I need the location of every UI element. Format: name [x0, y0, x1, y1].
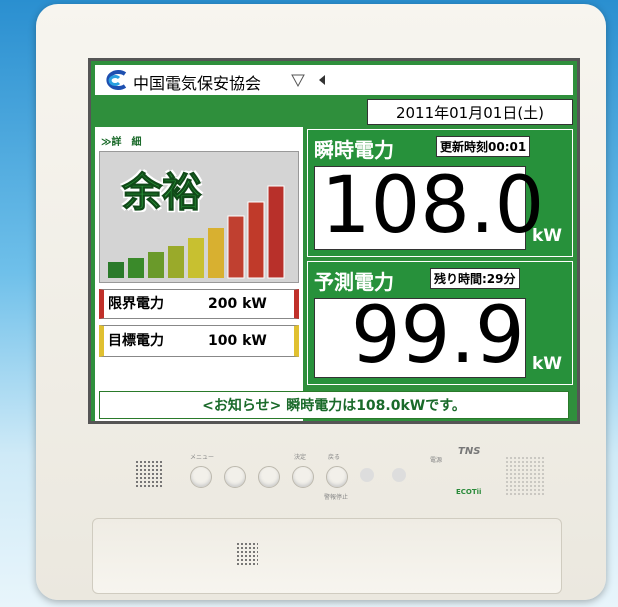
- signal-bars: [108, 185, 285, 279]
- button-label: メニュー: [190, 454, 215, 461]
- forecast-label: 予測電力: [314, 270, 394, 294]
- limit-value: 200 kW: [208, 296, 267, 312]
- forecast-value: 99.9: [351, 291, 525, 381]
- button[interactable]: [292, 466, 314, 488]
- button[interactable]: [224, 466, 246, 488]
- brand: TNS: [458, 446, 481, 457]
- notice: <お知らせ> 瞬時電力は108.0kWです。: [99, 391, 569, 419]
- instant-label: 瞬時電力: [314, 138, 394, 162]
- button[interactable]: [326, 466, 348, 488]
- instant-unit: kW: [532, 226, 563, 246]
- target-label: 目標電力: [108, 333, 164, 349]
- forecast-info: 残り時間:29分: [430, 268, 520, 289]
- button-label: 戻る: [328, 454, 341, 461]
- speaker: [135, 460, 163, 488]
- button-label: 決定: [294, 454, 307, 461]
- alarm-label: 警報停止: [324, 494, 349, 501]
- forecast-panel: 予測電力 残り時間:29分 99.9 kW: [307, 261, 573, 385]
- button[interactable]: [258, 466, 280, 488]
- target-value: 100 kW: [208, 333, 267, 349]
- button[interactable]: [190, 466, 212, 488]
- status-level: 余裕: [122, 170, 203, 217]
- header-bar: 中国電気保安協会: [95, 65, 573, 95]
- instant-value: 108.0: [321, 161, 545, 251]
- instant-box: 108.0: [314, 161, 544, 251]
- speaker: [505, 456, 545, 496]
- button-row: メニュー 決定 戻る 警報停止: [188, 452, 388, 502]
- limit-row: 限界電力 200 kW: [99, 289, 299, 319]
- led: [392, 468, 406, 482]
- status-box: 余裕: [99, 151, 299, 283]
- logo: [106, 70, 127, 90]
- target-row: 目標電力 100 kW: [99, 325, 299, 357]
- instant-info: 更新時刻00:01: [436, 136, 531, 157]
- detail-link[interactable]: ≫詳 細: [101, 137, 142, 148]
- speaker: [236, 542, 258, 566]
- forecast-box: 99.9: [314, 291, 526, 381]
- icons: [291, 74, 325, 88]
- organization: 中国電気保安協会: [133, 74, 262, 93]
- date: 2011年01月01日(土): [367, 99, 573, 125]
- drawer[interactable]: [92, 518, 562, 594]
- limit-label: 限界電力: [108, 296, 164, 312]
- product: ECOTii: [456, 488, 482, 496]
- led: [360, 468, 374, 482]
- forecast-unit: kW: [532, 354, 563, 374]
- power-label: 電源: [430, 457, 443, 464]
- screen: 中国電気保安協会 2011年01月01日(土) ≫詳 細 余裕 限界電力 200 …: [88, 58, 580, 424]
- instant-panel: 瞬時電力 更新時刻00:01 108.0 kW: [307, 129, 573, 257]
